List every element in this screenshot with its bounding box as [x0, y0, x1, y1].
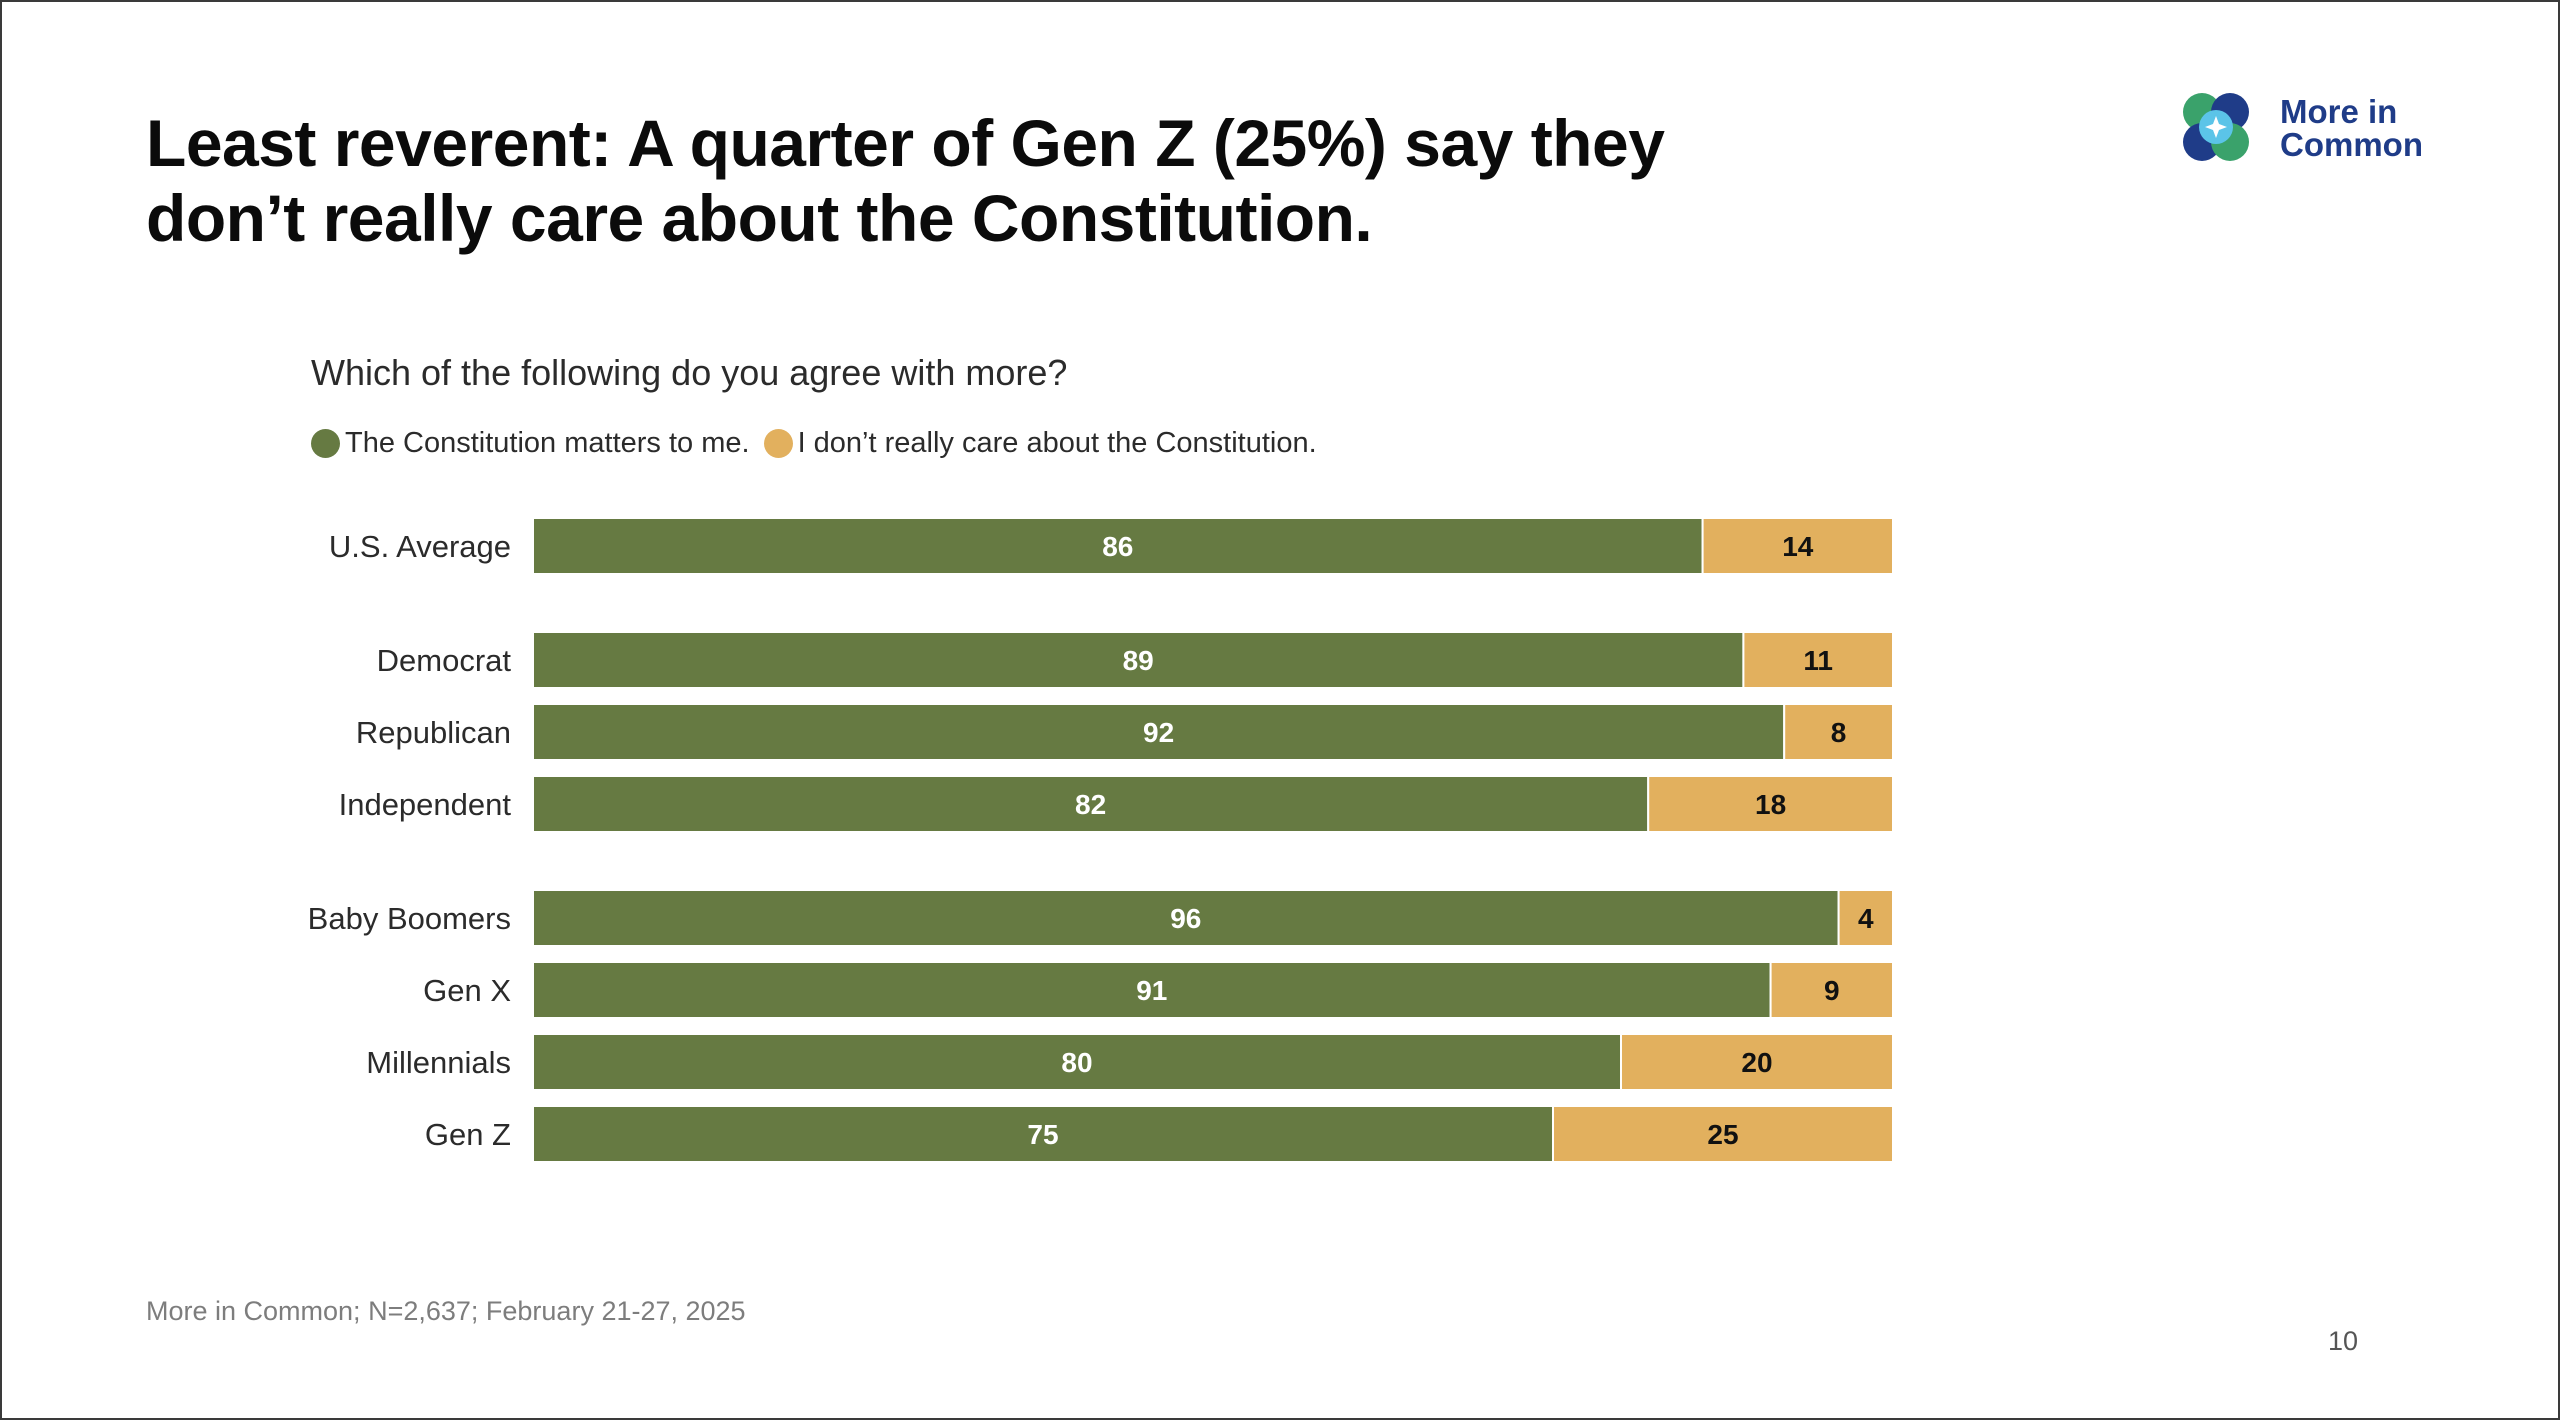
- data-label-dont-care-democrat: 11: [1803, 645, 1833, 676]
- category-label-millennials: Millennials: [366, 1045, 511, 1080]
- bar-matters-democrat: [532, 631, 1745, 689]
- category-label-independent: Independent: [339, 787, 512, 822]
- data-label-matters-baby-boomers: 96: [1170, 903, 1201, 934]
- legend-item-dont-care: I don’t really care about the Constituti…: [763, 427, 1317, 460]
- data-label-dont-care-millennials: 20: [1741, 1047, 1772, 1078]
- chart-legend: The Constitution matters to me. I don’t …: [311, 427, 1331, 460]
- data-label-matters-republican: 92: [1143, 717, 1174, 748]
- bar-dont-care-gen-x: [1769, 961, 1894, 1019]
- bar-dont-care-gen-z: [1552, 1105, 1894, 1163]
- bar-dont-care-independent: [1647, 775, 1894, 833]
- legend-item-matters: The Constitution matters to me.: [311, 427, 750, 460]
- bar-matters-gen-z: [532, 1105, 1554, 1163]
- legend-dot-green-icon: [311, 429, 340, 458]
- page-number: 10: [2328, 1326, 2359, 1356]
- title-line-2: don’t really care about the Constitution…: [146, 181, 1373, 255]
- data-label-matters-independent: 82: [1075, 789, 1106, 820]
- data-label-dont-care-baby-boomers: 4: [1858, 903, 1874, 934]
- bar-matters-independent: [532, 775, 1650, 833]
- bar-dont-care-baby-boomers: [1837, 889, 1894, 947]
- bar-dont-care-u-s-average: [1701, 517, 1894, 575]
- bar-matters-u-s-average: [532, 517, 1704, 575]
- category-label-gen-x: Gen X: [423, 973, 511, 1008]
- bar-matters-republican: [532, 703, 1786, 761]
- legend-label-matters: The Constitution matters to me.: [345, 427, 750, 459]
- bar-matters-millennials: [532, 1033, 1622, 1091]
- data-label-matters-u-s-average: 86: [1102, 531, 1133, 562]
- data-label-dont-care-gen-x: 9: [1824, 975, 1840, 1006]
- bar-matters-gen-x: [532, 961, 1772, 1019]
- data-label-matters-millennials: 80: [1061, 1047, 1092, 1078]
- category-label-u-s-average: U.S. Average: [329, 529, 511, 564]
- category-label-gen-z: Gen Z: [425, 1117, 511, 1152]
- category-label-democrat: Democrat: [377, 643, 512, 678]
- legend-dot-orange-icon: [763, 429, 793, 458]
- data-label-dont-care-independent: 18: [1755, 789, 1786, 820]
- more-in-common-logo-icon: [2183, 93, 2249, 161]
- data-label-dont-care-gen-z: 25: [1707, 1119, 1738, 1150]
- title-line-1: Least reverent: A quarter of Gen Z (25%)…: [146, 106, 1665, 180]
- bar-dont-care-millennials: [1620, 1033, 1894, 1091]
- category-label-baby-boomers: Baby Boomers: [308, 901, 511, 936]
- category-label-republican: Republican: [356, 715, 511, 750]
- data-label-matters-democrat: 89: [1123, 645, 1154, 676]
- bar-dont-care-democrat: [1742, 631, 1895, 689]
- data-label-matters-gen-x: 91: [1136, 975, 1167, 1006]
- bar-matters-baby-boomers: [532, 889, 1840, 947]
- logo-line-1: More in: [2280, 93, 2398, 130]
- logo-line-2: Common: [2280, 126, 2423, 163]
- legend-label-dont-care: I don’t really care about the Constituti…: [797, 427, 1317, 459]
- data-label-dont-care-republican: 8: [1831, 717, 1847, 748]
- bar-dont-care-republican: [1783, 703, 1894, 761]
- data-label-dont-care-u-s-average: 14: [1782, 531, 1814, 562]
- chart-question: Which of the following do you agree with…: [311, 352, 1068, 393]
- logo-wordmark: More in Common: [2280, 95, 2423, 161]
- source-note: More in Common; N=2,637; February 21-27,…: [146, 1296, 746, 1326]
- slide-title: Least reverent: A quarter of Gen Z (25%)…: [146, 106, 1746, 256]
- data-label-matters-gen-z: 75: [1027, 1119, 1058, 1150]
